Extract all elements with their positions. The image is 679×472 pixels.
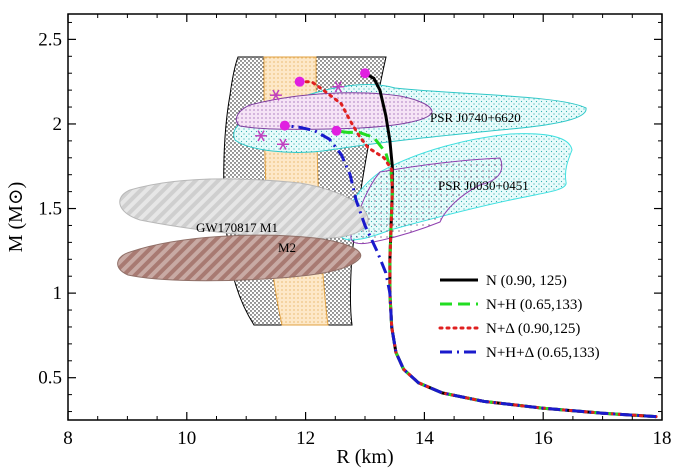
series-lines: [284, 71, 658, 419]
series-line-2: [298, 80, 658, 419]
y-tick-label: 2.5: [38, 29, 62, 50]
asterisk-marker: [269, 89, 282, 101]
x-tick-label: 12: [296, 428, 315, 449]
legend-label: N+H (0.65,133): [486, 297, 582, 313]
x-tick-label: 14: [415, 428, 435, 449]
legend-label: N (0.90, 125): [486, 273, 567, 289]
legend-label: N+H+Δ (0.65,133): [486, 345, 600, 361]
y-tick-label: 1: [53, 283, 63, 304]
label-psr-j0030: PSR J0030+0451: [438, 178, 529, 193]
region-gw-m2: [117, 234, 362, 282]
asterisk-marker: [255, 130, 268, 142]
max-mass-marker: [360, 68, 370, 79]
asterisk-marker: [332, 81, 345, 93]
asterisk-marker: [277, 138, 290, 150]
x-tick-label: 18: [653, 428, 672, 449]
region-labels: PSR J0740+6620 PSR J0030+0451 GW170817 M…: [196, 110, 529, 255]
x-axis-label: R (km): [336, 446, 393, 468]
y-tick-label: 1.5: [38, 199, 62, 220]
x-tick-label: 10: [177, 428, 196, 449]
axis-ticks: 8 10 12 14 16 18 0.5 1 1.5 2 2.5: [38, 14, 672, 449]
label-gw-m1: GW170817 M1: [196, 220, 278, 235]
y-axis-label: M (M⊙): [5, 182, 27, 253]
x-tick-label: 16: [534, 428, 553, 449]
y-tick-label: 0.5: [38, 368, 62, 389]
series-markers: [255, 68, 370, 150]
max-mass-marker: [279, 120, 290, 131]
constraint-regions: [117, 56, 587, 326]
max-mass-marker: [294, 76, 305, 87]
legend-label: N+Δ (0.90,125): [486, 321, 580, 337]
label-gw-m2: M2: [278, 240, 296, 255]
label-psr-j0740: PSR J0740+6620: [430, 110, 521, 125]
region-gw-m1: [119, 178, 369, 240]
y-tick-label: 2: [53, 114, 63, 135]
max-mass-marker: [331, 125, 342, 136]
legend: N (0.90, 125) N+H (0.65,133) N+Δ (0.90,125…: [438, 273, 600, 361]
x-tick-label: 8: [63, 428, 73, 449]
